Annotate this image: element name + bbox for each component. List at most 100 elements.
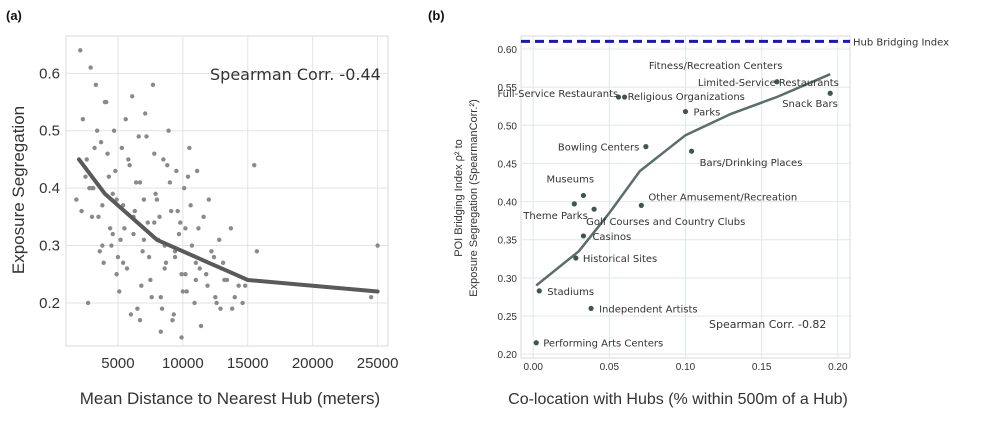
panel-a-point: [146, 254, 152, 260]
panel-b-fit-line: [535, 73, 831, 287]
panel-a-point: [170, 317, 175, 323]
panel-b-x-ticks: 0.00 0.05 0.10 0.15 0.20: [523, 362, 848, 373]
panel-a-point: [179, 335, 184, 340]
panel-b-point-label: Bowling Centers: [558, 143, 639, 154]
panel-a-point: [220, 260, 226, 265]
panel-a-point: [141, 237, 147, 242]
panel-a-x-tick-label: 25000: [357, 355, 399, 372]
panel-a-point: [74, 197, 79, 202]
panel-a-point: [222, 277, 227, 283]
panel-b-x-tick-label: 0.00: [523, 362, 543, 373]
panel-a-point: [217, 237, 222, 242]
panel-a-point: [206, 197, 212, 202]
panel-a-point: [153, 191, 158, 197]
panel-a-point: [214, 300, 219, 306]
panel-a-point: [232, 295, 237, 300]
panel-a-point: [178, 220, 183, 225]
panel-a-point: [96, 214, 101, 220]
panel-a-point: [119, 145, 125, 151]
panel-a-point: [79, 208, 84, 214]
panel-a-point: [136, 134, 141, 139]
panel-a-point: [242, 283, 248, 288]
panel-a-point: [100, 243, 105, 248]
panel-a-point: [150, 82, 156, 87]
panel-a-point: [87, 185, 92, 191]
panel-a-point: [167, 180, 173, 185]
panel-a-point: [97, 249, 102, 254]
panel-a-fit-line: [77, 157, 380, 294]
panel-a-point: [110, 231, 115, 237]
panel-a-point: [113, 168, 118, 174]
panel-a-point: [102, 99, 108, 105]
panel-a-point: [162, 266, 167, 271]
panel-a-point: [209, 249, 214, 254]
panel-a-point: [254, 249, 260, 254]
panel-a-point: [197, 266, 202, 271]
panel-b-point: [643, 144, 649, 150]
panel-b-point: [580, 192, 587, 199]
panel-a-point: [78, 48, 83, 53]
panel-b-y-tick-label: 0.40: [498, 198, 518, 209]
panel-b-y-tick-label: 0.25: [498, 312, 518, 323]
panel-b-point-label: Historical Sites: [583, 254, 657, 265]
panel-a-point: [166, 128, 171, 133]
panel-a-point: [137, 180, 143, 185]
panel-a-point: [128, 312, 134, 317]
panel-a-point: [189, 243, 195, 248]
panel-a-point: [94, 128, 100, 133]
panel-b-point-label: Parks: [694, 108, 721, 119]
panel-a-point: [114, 272, 119, 277]
panel-a-point: [133, 180, 139, 185]
panel-a-point: [176, 231, 182, 237]
panel-a-point: [175, 208, 180, 214]
panel-b-points: Fitness/Recreation Centers Snack Bars Limi…: [497, 61, 838, 350]
panel-a-point: [92, 145, 97, 151]
panel-a-point: [154, 197, 160, 202]
panel-a-y-tick-label: 0.6: [39, 65, 60, 82]
panel-a-point: [179, 272, 184, 277]
panel-a-point: [137, 317, 143, 323]
panel-a-point: [159, 306, 165, 311]
panel-a-point: [141, 197, 147, 202]
panel-a-point: [205, 283, 210, 288]
panel-b-y-tick-label: 0.55: [498, 83, 518, 94]
panel-a-y-axis-label: Exposure Segregation: [9, 106, 28, 274]
panel-b-point-label: Museums: [546, 174, 594, 185]
panel-a-point: [109, 243, 114, 248]
panel-a-point: [80, 117, 86, 122]
panel-a-y-tick-label: 0.2: [39, 295, 60, 312]
panel-a-y-ticks: 0.2 0.3 0.4 0.5 0.6: [39, 65, 60, 312]
panel-b-y-tick-label: 0.30: [498, 274, 518, 285]
panel-b-x-tick-label: 0.05: [600, 362, 620, 373]
panel-a-point: [127, 162, 132, 168]
panel-a-point: [143, 111, 148, 116]
panel-b-point-label: Religious Organizations: [628, 92, 745, 103]
panel-a-point: [105, 151, 110, 156]
panel-a-point: [192, 300, 197, 306]
panel-a-point: [196, 226, 201, 231]
panel-b-y-axis-label-line1: POI Bridging Index ρ² to: [453, 139, 465, 257]
panel-a-point: [213, 295, 218, 300]
panel-a-point: [89, 214, 95, 220]
panel-b-point-label: Other Amusement/Recreation: [648, 192, 797, 203]
panel-b-x-tick-label: 0.10: [676, 362, 696, 373]
panel-a-point: [85, 300, 91, 306]
panel-b-point-label: Full-Service Restaurants: [497, 89, 618, 100]
panel-b-point: [573, 255, 579, 261]
panel-b-y-tick-label: 0.60: [498, 45, 518, 56]
panel-b-point-label: Golf Courses and Country Clubs: [586, 217, 745, 228]
panel-a-point: [171, 312, 176, 317]
panel-a-point: [111, 128, 117, 133]
panel-a-point: [163, 260, 169, 265]
panel-b-point: [588, 305, 594, 312]
panel-b-point-label: Independent Artists: [599, 304, 698, 315]
panel-a-point: [158, 295, 163, 300]
panel-b-grid: [521, 36, 850, 358]
panel-a-point: [201, 214, 206, 220]
panel-a-point: [84, 157, 89, 162]
panel-a-point: [198, 323, 204, 329]
panel-a-point: [168, 208, 174, 214]
panel-b-point: [682, 108, 689, 115]
panel-a-point: [193, 277, 199, 283]
